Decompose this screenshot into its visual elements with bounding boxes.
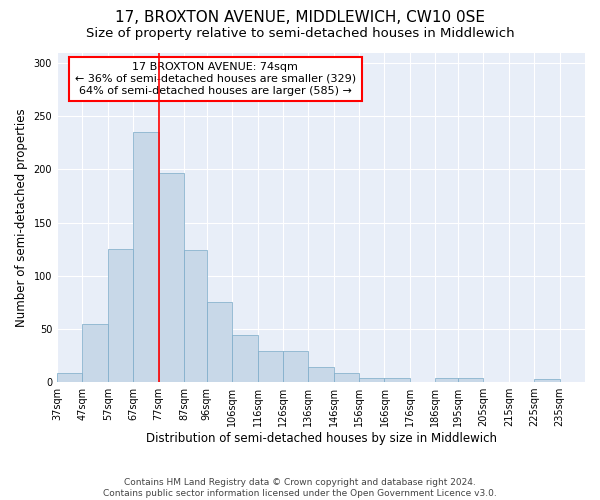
Bar xyxy=(458,378,484,382)
Bar xyxy=(108,249,133,382)
X-axis label: Distribution of semi-detached houses by size in Middlewich: Distribution of semi-detached houses by … xyxy=(146,432,497,445)
Bar xyxy=(534,379,560,382)
Text: Contains HM Land Registry data © Crown copyright and database right 2024.
Contai: Contains HM Land Registry data © Crown c… xyxy=(103,478,497,498)
Bar xyxy=(133,132,158,382)
Bar xyxy=(257,352,283,382)
Bar xyxy=(232,336,257,382)
Bar xyxy=(82,324,108,382)
Bar xyxy=(359,378,385,382)
Bar xyxy=(283,352,308,382)
Bar xyxy=(385,378,410,382)
Bar xyxy=(207,302,232,382)
Text: 17 BROXTON AVENUE: 74sqm
← 36% of semi-detached houses are smaller (329)
64% of : 17 BROXTON AVENUE: 74sqm ← 36% of semi-d… xyxy=(75,62,356,96)
Bar xyxy=(334,372,359,382)
Bar xyxy=(308,367,334,382)
Text: Size of property relative to semi-detached houses in Middlewich: Size of property relative to semi-detach… xyxy=(86,28,514,40)
Bar xyxy=(184,250,207,382)
Bar xyxy=(57,372,82,382)
Y-axis label: Number of semi-detached properties: Number of semi-detached properties xyxy=(15,108,28,326)
Text: 17, BROXTON AVENUE, MIDDLEWICH, CW10 0SE: 17, BROXTON AVENUE, MIDDLEWICH, CW10 0SE xyxy=(115,10,485,25)
Bar xyxy=(435,378,458,382)
Bar xyxy=(158,172,184,382)
